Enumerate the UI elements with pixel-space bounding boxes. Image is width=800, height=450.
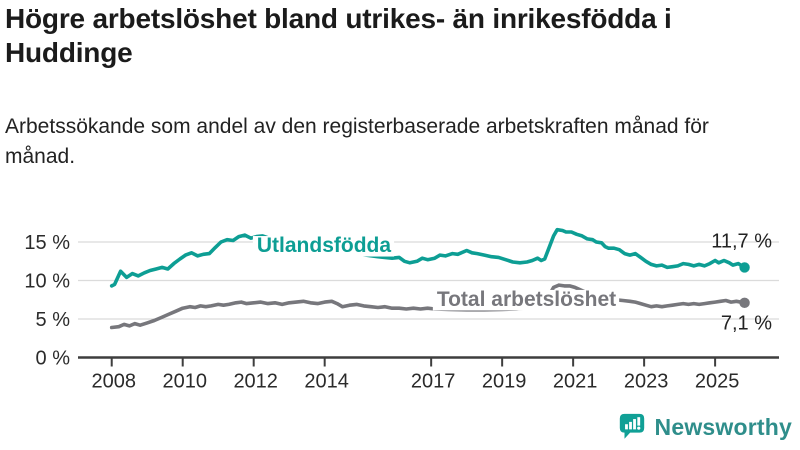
series-label-0: Utlandsfödda: [257, 234, 391, 257]
y-tick-label: 15 %: [24, 232, 70, 254]
series-line-1: [109, 283, 747, 330]
series-end-dot-0: [739, 262, 750, 273]
page-subtitle: Arbetssökande som andel av den registerb…: [5, 115, 709, 168]
y-tick-label: 0 %: [36, 348, 71, 370]
y-tick-label: 5 %: [36, 309, 71, 331]
series-label-mask: [432, 289, 620, 311]
x-tick-label: 2021: [553, 371, 598, 393]
y-tick-label: 10 %: [24, 271, 70, 293]
newsworthy-wordmark: Newsworthy: [654, 414, 792, 440]
page-title: Högre arbetslöshet bland utrikes- än inr…: [5, 3, 672, 68]
unemployment-line-chart: 0 % 5 % 10 % 15 % 2008 2010 2012 2014 2017 2019 20…: [24, 227, 779, 393]
x-tick-label: 2025: [695, 371, 740, 393]
series-end-value-label-1: 7,1 %: [721, 312, 772, 334]
series-line-0: [109, 227, 747, 288]
series-end-dot-1: [739, 297, 750, 309]
newsworthy-logo: Newsworthy: [617, 412, 792, 443]
series-label-1: Total arbetslöshet: [437, 288, 616, 311]
x-tick-label: 2019: [482, 371, 527, 393]
x-tick-label: 2023: [624, 371, 669, 393]
series-end-value-label-0: 11,7 %: [711, 230, 772, 252]
x-tick-label: 2010: [162, 371, 207, 393]
x-tick-label: 2014: [304, 371, 349, 393]
x-tick-label: 2008: [91, 371, 136, 393]
x-tick-label: 2017: [411, 371, 456, 393]
newsworthy-chart-bubble-icon: [619, 413, 644, 439]
x-tick-label: 2012: [233, 371, 278, 393]
series-label-mask: [252, 236, 395, 257]
